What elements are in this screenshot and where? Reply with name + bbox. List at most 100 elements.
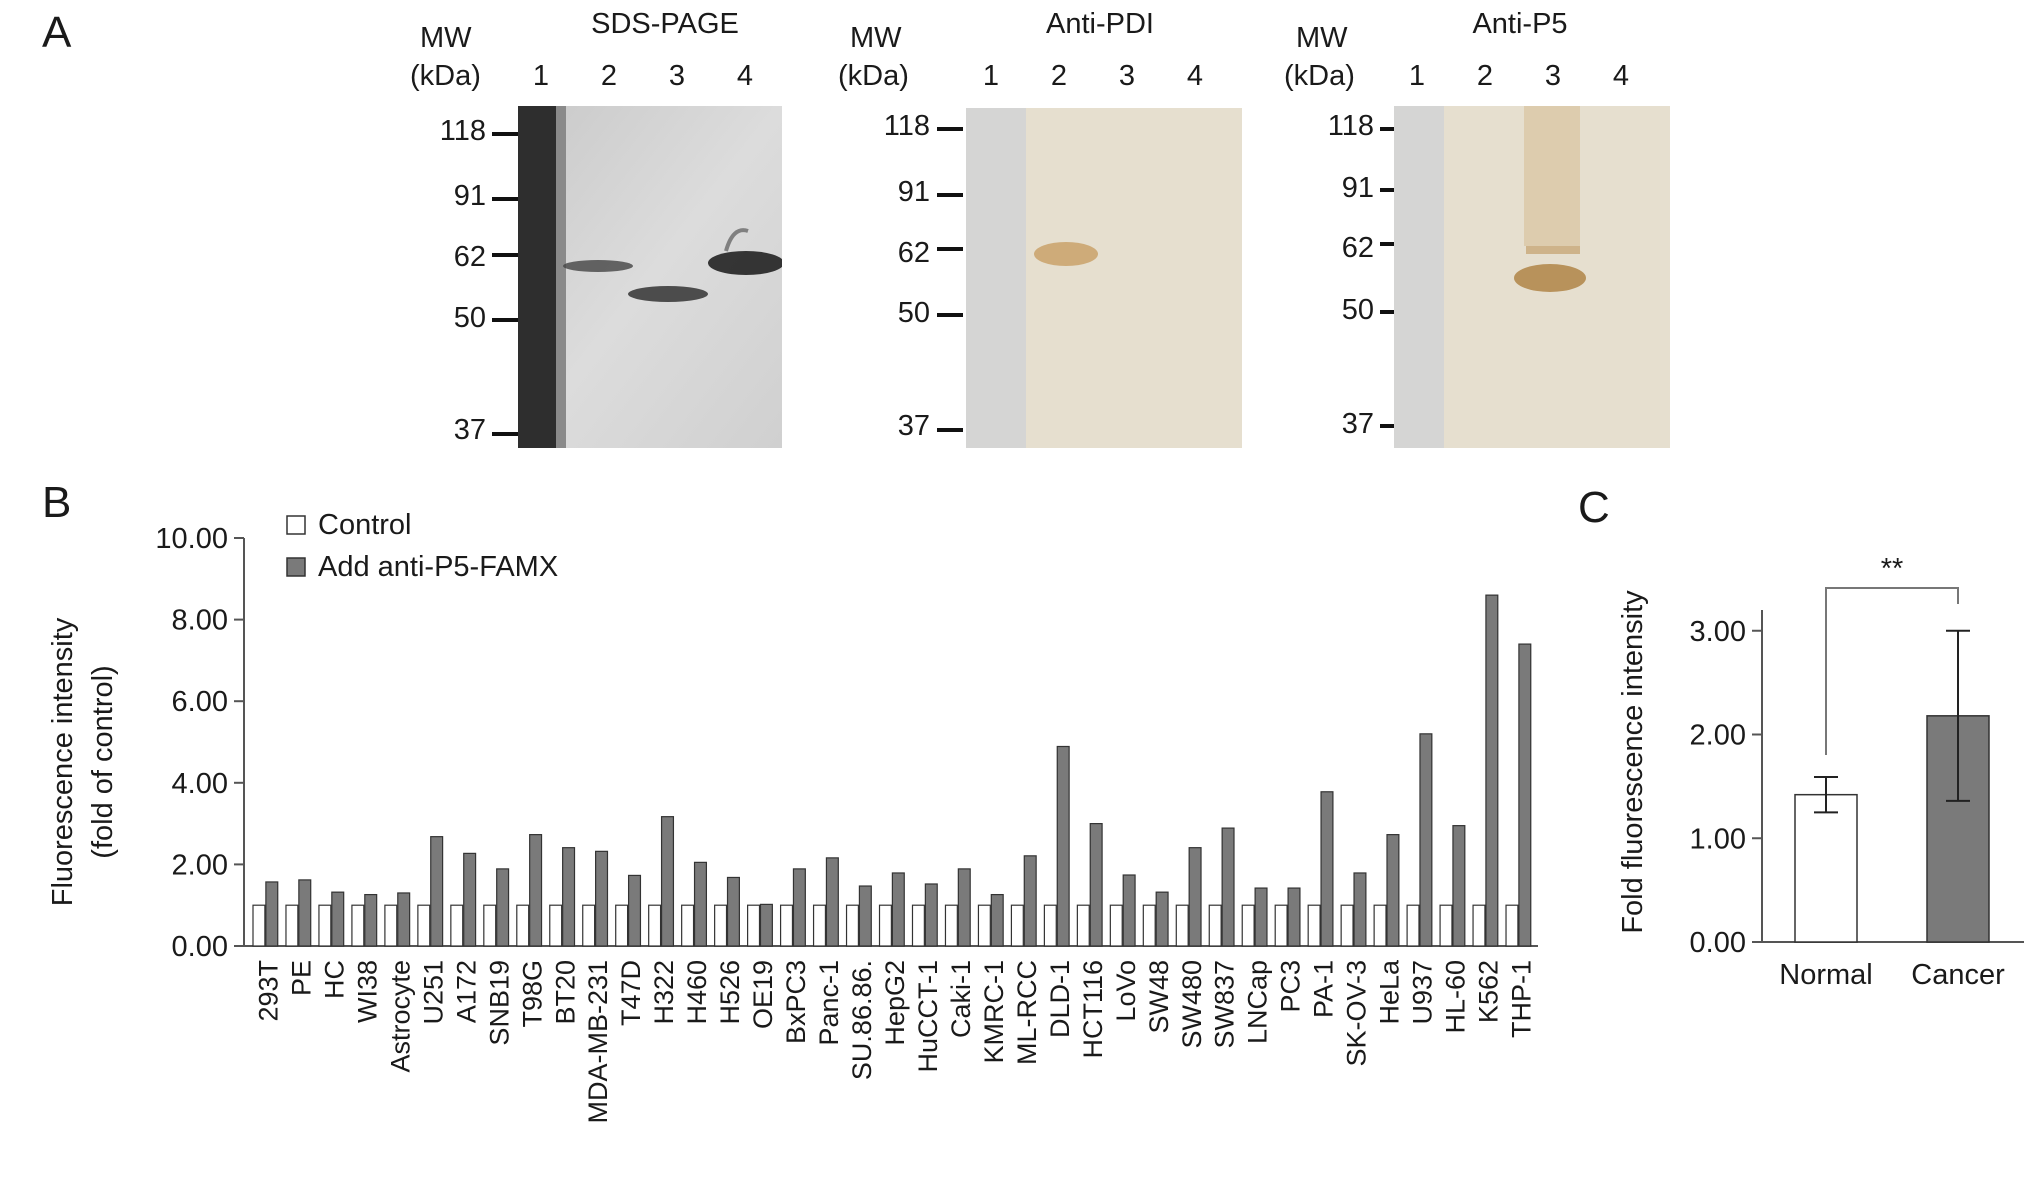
kda-label: (kDa) [838,60,909,92]
bar [1373,904,1387,947]
bar [1010,904,1024,947]
marker-label: 62 [897,237,930,269]
bar [1089,823,1103,947]
bar [516,904,530,947]
blot-title: Anti-P5 [1472,8,1568,40]
marker-label: 37 [453,414,486,446]
lane-number: 1 [1408,60,1426,92]
bar [1043,904,1057,947]
y-tick-label: 8.00 [172,605,228,637]
x-tick-label: THP-1 [1507,960,1537,1038]
y-tick-label: 2.00 [1690,720,1746,752]
bar [779,904,794,947]
bar [252,904,266,947]
legend-label: Control [318,509,412,541]
x-tick-label: HC [319,960,349,999]
bar [858,885,872,947]
marker-label: 62 [1341,232,1374,264]
panel-letter-a: A [42,8,72,57]
x-tick-label: SK-OV-3 [1342,960,1372,1067]
x-tick-label: WI38 [352,960,382,1023]
bar [1419,733,1433,947]
panel-letter-c: C [1578,483,1610,532]
y-tick-label: 0.00 [172,931,228,963]
marker-label: 37 [1341,408,1374,440]
kda-label: (kDa) [1284,60,1355,92]
bar [693,861,708,947]
x-tick-label: SW837 [1210,960,1240,1049]
x-tick-label: A172 [451,960,481,1023]
marker-tick [1380,310,1406,314]
legend-swatch [286,515,306,535]
bar [1241,904,1255,947]
bar [878,904,892,947]
bar [1023,855,1037,947]
significance-bracket [1825,587,1959,756]
bar [1155,891,1169,947]
lane-number: 4 [1612,60,1630,92]
x-tick-label: T47D [616,960,646,1026]
bar [714,904,728,947]
marker-label: 37 [897,410,930,442]
marker-tick [937,313,963,317]
bar [1254,887,1268,947]
x-tick-label: K562 [1474,960,1504,1023]
lane-number: 4 [736,60,754,92]
bar [1518,643,1532,947]
bar [529,834,543,947]
bar [1472,904,1486,947]
bar [417,904,431,947]
bar [911,904,925,947]
lane-number: 2 [1476,60,1494,92]
bar [364,893,378,947]
x-tick-label: LoVo [1111,960,1141,1022]
bar [1274,904,1288,947]
marker-label: 91 [453,180,486,212]
bar [595,850,609,947]
marker-label: 50 [897,297,930,329]
bar [648,904,662,947]
marker-tick [492,432,518,436]
bar [1386,834,1400,947]
bar [549,904,563,947]
bar [845,904,860,947]
bar [1340,904,1354,947]
anti-pdi-blot-image [966,108,1242,448]
bar [1076,904,1090,947]
marker-tick [492,318,518,322]
x-tick-label: HL-60 [1441,960,1471,1034]
bar [891,872,905,947]
legend: Control Add anti-P5-FAMX [286,509,558,583]
bar [747,904,761,947]
bar [1452,825,1466,947]
mw-label: MW [1296,22,1348,54]
bar [944,904,958,947]
mw-label: MW [420,22,472,54]
lane-number: 1 [982,60,1000,92]
x-tick-label: MDA-MB-231 [583,960,613,1124]
lane-number: 2 [600,60,618,92]
bar [582,904,596,947]
bar [627,874,642,947]
marker-label: 50 [1341,294,1374,326]
bar [792,868,806,947]
bar [285,904,299,947]
bar [384,904,398,947]
mw-label: MW [850,22,902,54]
bar [1505,904,1519,947]
x-tick-label: OE19 [748,960,778,1029]
blot-title: SDS-PAGE [591,8,739,40]
y-tick-label: 0.00 [1690,927,1746,959]
x-tick-label: DLD-1 [1045,960,1075,1038]
panel-letter-b: B [42,478,72,527]
marker-tick [492,197,518,201]
x-tick-label: ML-RCC [1012,960,1042,1065]
marker-tick [492,132,518,136]
bar [1122,874,1136,947]
marker-tick [937,247,963,251]
bar [615,904,629,947]
bar [298,879,312,947]
bar [825,857,839,947]
x-tick-label: SNB19 [484,960,514,1046]
bar [681,904,695,947]
